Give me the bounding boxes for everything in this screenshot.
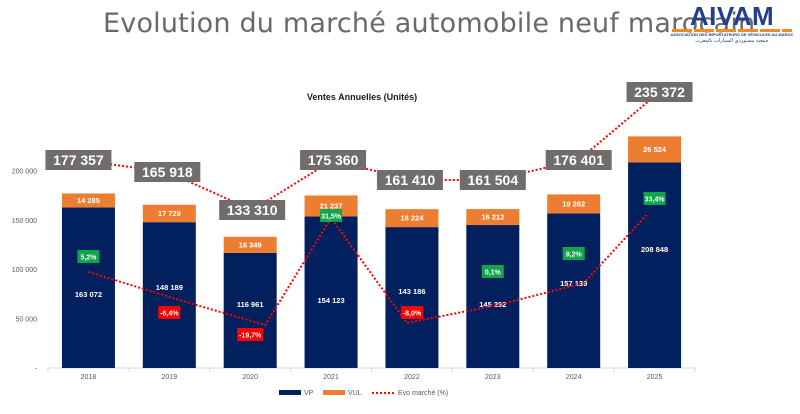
bar-vul-label: 16 349 [239,240,262,249]
bar-vp [304,216,358,368]
evo-badge [562,247,585,260]
evo-badge-label: -8,0% [403,311,422,318]
total-box-label: 161 410 [385,172,436,188]
bar-vp-label: 163 072 [75,290,102,299]
x-tick-label: 2020 [242,374,258,381]
logo-stripe [672,29,792,32]
totals-series: 177 357 165 918 133 310 175 360 161 410 161 5… [45,82,693,220]
total-box [300,150,367,170]
bar-vp-label: 154 123 [318,296,345,305]
bar-vp-label: 148 189 [156,283,183,292]
bar-vp-label: 157 139 [560,279,587,288]
bar-vp [223,252,277,368]
bar-vp-label: 143 186 [398,287,425,296]
chart-title: Ventes Annuelles (Unités) [307,92,417,102]
evo-badge [158,306,181,319]
total-box [134,162,201,182]
logo-arabic: جمعية مستوردي السيارات بالمغرب [695,38,769,44]
bar-vul [142,204,196,223]
legend-swatch-vul [323,390,345,395]
bar-vp [61,207,115,368]
legend-label-vul: VUL [348,390,362,397]
total-box-label: 176 401 [553,152,604,168]
total-box-label: 133 310 [227,202,278,218]
bar-vul-label: 18 224 [400,214,424,223]
bar-vul [628,136,682,163]
evo-badge [481,265,504,278]
bar-vp [547,213,601,368]
total-box-label: 165 918 [142,164,193,180]
x-tick-label: 2023 [485,374,501,381]
bar-vp [466,225,520,368]
legend-swatch-vp [279,390,301,395]
bar-vul-label: 19 262 [562,199,585,208]
y-tick-label: 100 000 [12,267,37,274]
legend: VP VUL Evo marché (%) [279,390,448,397]
total-box [376,170,443,190]
logo-subtitle: ASSOCIATION DES IMPORTATEURS DE VÉHICULE… [670,32,794,37]
y-tick-label: 200 000 [12,169,37,176]
evo-badge [643,192,666,205]
evo-badge-label: 5,2% [80,255,97,262]
bars: 14 285 17 729 16 349 21 237 18 224 16 212 19 2… [61,136,682,368]
x-tick-label: 2022 [404,374,420,381]
bar-vp-label: 208 848 [641,245,668,254]
bar-vul [466,209,520,226]
aivam-logo: AIVAM ASSOCIATION DES IMPORTATEURS DE VÉ… [668,1,796,44]
bar-vp [385,227,439,368]
evo-badge [237,328,264,341]
x-tick-label: 2025 [647,374,663,381]
y-tick-label: 150 000 [12,218,37,225]
total-box-label: 161 504 [468,172,519,188]
bar-vp [142,222,196,368]
bar-vul-label: 26 524 [643,145,667,154]
total-box [45,150,112,170]
bar-vul [223,236,277,253]
evo-badge-label: 0,1% [485,270,502,277]
y-tick-label: - [35,366,38,373]
total-box [626,82,693,102]
evo-badge [400,306,423,319]
total-box [459,170,526,190]
evo-badge-label: 33,4% [645,197,666,204]
evo-badge-label: -6,4% [160,311,179,318]
total-box-label: 175 360 [308,152,359,168]
evo-badge-label: 31,5% [321,214,342,221]
bar-vul [61,193,115,208]
bar-vp-label: 116 961 [237,300,264,309]
y-tick-label: 50 000 [16,316,38,323]
legend-label-vp: VP [304,390,314,397]
bar-vul [547,194,601,214]
bar-vul-label: 17 729 [158,209,181,218]
evo-badge-label: -19,7% [239,333,262,340]
total-box [545,150,612,170]
evo-badge-label: 9,2% [566,252,583,259]
evo-badge [320,209,343,222]
legend-label-evo: Evo marché (%) [398,390,448,397]
bar-vul-label: 14 285 [77,196,100,205]
bar-vp-label: 145 292 [479,300,506,309]
x-tick-label: 2024 [566,374,582,381]
bar-vul-label: 16 212 [481,213,504,222]
y-axis: - 50 000 100 000 150 000 200 000 [12,169,38,373]
bar-vul [385,209,439,228]
x-axis: 2018 2019 2020 2021 2022 2023 2024 2025 [47,367,696,381]
total-box-label: 177 357 [53,152,104,168]
x-tick-label: 2018 [81,374,97,381]
total-box [219,200,286,220]
evo-series: 5,2% -6,4% -19,7% 31,5% -8,0% 0,1% 9,2% 33,4% [77,192,666,341]
bar-vul [304,195,358,217]
x-tick-label: 2021 [323,374,339,381]
page-title: Evolution du marché automobile neuf maro… [103,8,756,39]
bar-vul-label: 21 237 [320,201,343,210]
x-tick-label: 2019 [162,374,178,381]
evo-badge [77,250,100,263]
total-box-label: 235 372 [634,84,685,100]
logo-brand: AIVAM [689,1,775,31]
